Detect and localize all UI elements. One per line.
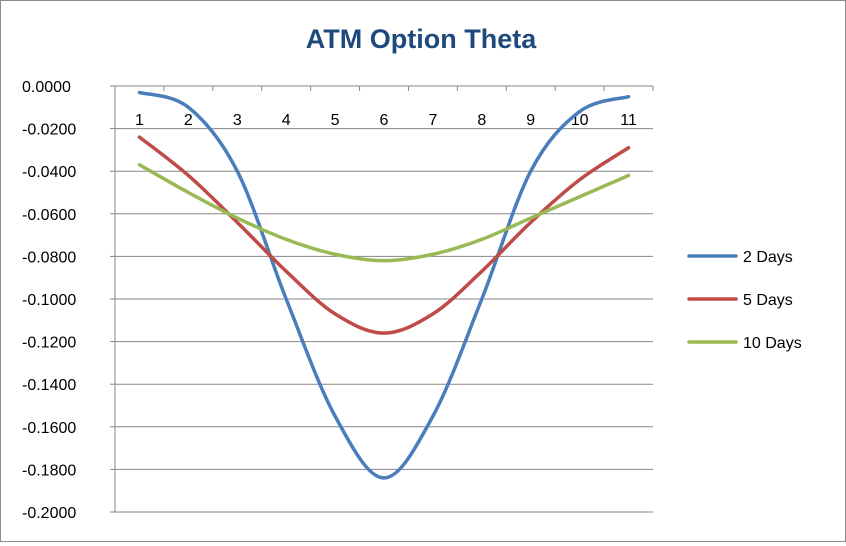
gridlines xyxy=(115,85,653,513)
y-tick-label: -0.1200 xyxy=(22,335,76,352)
legend-label-10-days: 10 Days xyxy=(743,335,802,352)
series-line-5-days xyxy=(137,135,631,335)
series-lines xyxy=(137,90,631,480)
y-tick-label: -0.0800 xyxy=(22,249,76,266)
y-tick-label: -0.2000 xyxy=(22,505,76,522)
y-tick-label: -0.1400 xyxy=(22,377,76,394)
series-line-10-days xyxy=(137,163,631,263)
x-tick-label: 2 xyxy=(184,112,193,129)
legend-label-5-days: 5 Days xyxy=(743,292,793,309)
x-tick-label: 6 xyxy=(380,112,389,129)
x-axis: 1 2 3 4 5 6 7 8 9 10 11 xyxy=(114,86,654,129)
y-tick-label: -0.0200 xyxy=(22,122,76,139)
x-tick-label: 5 xyxy=(331,112,340,129)
y-tick-label: -0.1000 xyxy=(22,292,76,309)
y-tick-label: -0.1600 xyxy=(22,420,76,437)
x-tick-label: 4 xyxy=(282,112,291,129)
x-tick-label: 3 xyxy=(233,112,242,129)
legend: 2 Days 5 Days 10 Days xyxy=(687,249,802,352)
legend-label-2-days: 2 Days xyxy=(743,249,793,266)
x-tick-label: 7 xyxy=(428,112,437,129)
y-tick-label: -0.0600 xyxy=(22,207,76,224)
series-line-2-days xyxy=(137,90,631,480)
chart-title: ATM Option Theta xyxy=(306,24,537,54)
x-tick-label: 9 xyxy=(526,112,535,129)
x-tick-label: 11 xyxy=(620,112,637,129)
y-tick-label: 0.0000 xyxy=(22,79,71,96)
x-tick-label: 8 xyxy=(477,112,486,129)
y-axis: 0.0000 -0.0200 -0.0400 -0.0600 -0.0800 -0.100… xyxy=(22,79,116,522)
x-tick-label: 1 xyxy=(135,112,144,129)
y-tick-label: -0.1800 xyxy=(22,462,76,479)
y-tick-label: -0.0400 xyxy=(22,164,76,181)
